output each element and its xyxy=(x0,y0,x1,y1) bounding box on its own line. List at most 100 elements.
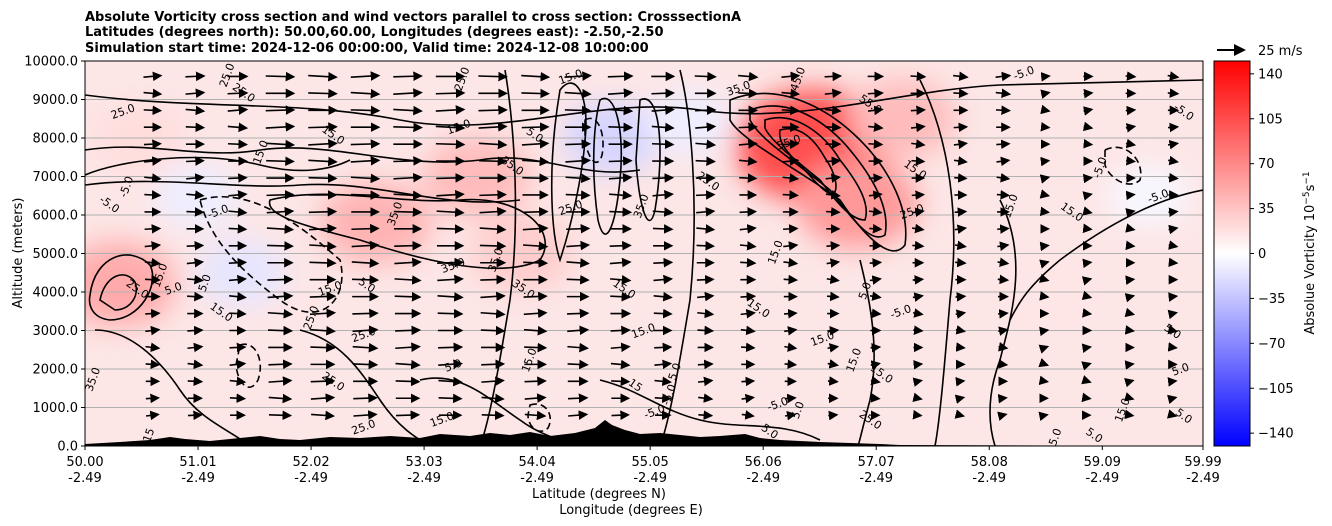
wind-vector xyxy=(308,88,338,99)
y-tick-label: 0.0 xyxy=(57,440,78,455)
wind-vector xyxy=(1125,275,1136,285)
wind-vector xyxy=(479,190,507,200)
contour-label: 5.0 xyxy=(1046,427,1064,448)
wind-vector xyxy=(145,308,161,319)
wind-vector xyxy=(1038,344,1050,354)
wind-vector xyxy=(740,342,756,353)
wind-vector xyxy=(267,274,294,285)
wind-vector xyxy=(522,241,549,251)
wind-vector xyxy=(267,291,294,302)
wind-vector xyxy=(1125,223,1136,233)
wind-vector xyxy=(608,105,634,116)
contour-label: 5.0 xyxy=(163,280,184,298)
wind-vector xyxy=(350,155,381,166)
wind-vector xyxy=(352,342,379,353)
x-tick-label-lat: 53.03 xyxy=(405,455,442,470)
wind-vector xyxy=(521,139,550,149)
terrain-silhouette xyxy=(85,420,1203,446)
x-tick-label-lon: -2.49 xyxy=(1186,471,1220,486)
wind-vector xyxy=(393,105,423,116)
wind-vector xyxy=(696,224,716,234)
wind-vector xyxy=(227,122,249,133)
x-axis-label-latitude: Latitude (degrees N) xyxy=(532,487,666,502)
contour-line xyxy=(584,117,604,163)
wind-vector xyxy=(1039,326,1050,337)
wind-vector xyxy=(996,190,1011,200)
wind-vector xyxy=(1039,291,1050,301)
wind-vector xyxy=(869,206,883,217)
wind-vector xyxy=(353,410,378,420)
wind-vector xyxy=(652,224,674,234)
wind-vector xyxy=(185,122,206,133)
wind-vector xyxy=(955,342,966,352)
wind-vector xyxy=(185,71,206,82)
wind-vector xyxy=(953,139,969,150)
wind-vector xyxy=(738,88,759,99)
wind-vector xyxy=(394,257,422,268)
chart-title-line-3: Simulation start time: 2024-12-06 00:00:… xyxy=(85,41,649,56)
wind-vector xyxy=(478,139,508,150)
wind-vector xyxy=(227,139,249,150)
wind-vector xyxy=(696,207,716,217)
wind-vector xyxy=(394,291,422,302)
wind-vector xyxy=(480,309,506,319)
contour-line xyxy=(1009,189,1203,321)
wind-vector xyxy=(1124,360,1135,370)
wind-vector xyxy=(1168,240,1179,250)
wind-vector xyxy=(266,206,295,217)
wind-vector xyxy=(565,156,592,166)
wind-vector xyxy=(955,325,966,335)
wind-vector xyxy=(910,105,926,116)
wind-vector xyxy=(266,224,295,234)
wind-vector xyxy=(311,410,336,421)
wind-vector xyxy=(1038,375,1050,386)
colorbar-tick-label: −140 xyxy=(1258,427,1294,442)
wind-vector xyxy=(478,156,508,167)
wind-vector xyxy=(267,325,294,336)
wind-vector xyxy=(229,342,247,353)
wind-vector xyxy=(144,190,162,200)
wind-vector xyxy=(1168,207,1179,218)
wind-vector xyxy=(695,156,716,166)
x-tick-label-lon: -2.49 xyxy=(859,471,893,486)
wind-vector xyxy=(1039,206,1051,217)
wind-vector xyxy=(997,411,1008,421)
wind-vector xyxy=(610,325,631,336)
wind-vector xyxy=(1167,342,1178,352)
wind-vector xyxy=(826,241,841,251)
wind-vector xyxy=(393,190,423,201)
wind-vector xyxy=(955,257,967,268)
colorbar-tick-label: 70 xyxy=(1258,157,1275,172)
wind-vector xyxy=(1040,156,1051,167)
wind-vector xyxy=(738,139,758,149)
wind-vector xyxy=(438,359,464,369)
contour-line xyxy=(857,259,875,446)
x-tick-label-lon: -2.49 xyxy=(181,471,215,486)
wind-vector xyxy=(696,241,716,251)
wind-vector xyxy=(1040,89,1051,99)
wind-vector xyxy=(825,122,842,132)
wind-vector xyxy=(145,325,161,336)
wind-vector xyxy=(997,224,1010,234)
wind-vector xyxy=(870,360,882,370)
wind-vector xyxy=(824,71,843,82)
x-tick-label-lon: -2.49 xyxy=(972,471,1006,486)
wind-vector xyxy=(953,156,968,166)
colorbar-tick-label: 105 xyxy=(1258,112,1283,127)
wind-vector xyxy=(607,88,634,98)
wind-vector xyxy=(187,410,203,421)
wind-vector xyxy=(566,223,591,234)
wind-vector xyxy=(652,207,674,217)
wind-vector xyxy=(395,342,421,352)
wind-vector xyxy=(912,223,925,234)
wind-vector xyxy=(651,122,675,133)
wind-vector xyxy=(523,308,548,319)
x-tick-label-lat: 58.08 xyxy=(971,455,1008,470)
wind-vector xyxy=(308,173,338,184)
wind-vector xyxy=(479,224,507,234)
wind-vector xyxy=(609,275,632,285)
contour-line xyxy=(599,379,821,441)
wind-vector xyxy=(480,325,506,336)
wind-vector xyxy=(998,326,1009,336)
